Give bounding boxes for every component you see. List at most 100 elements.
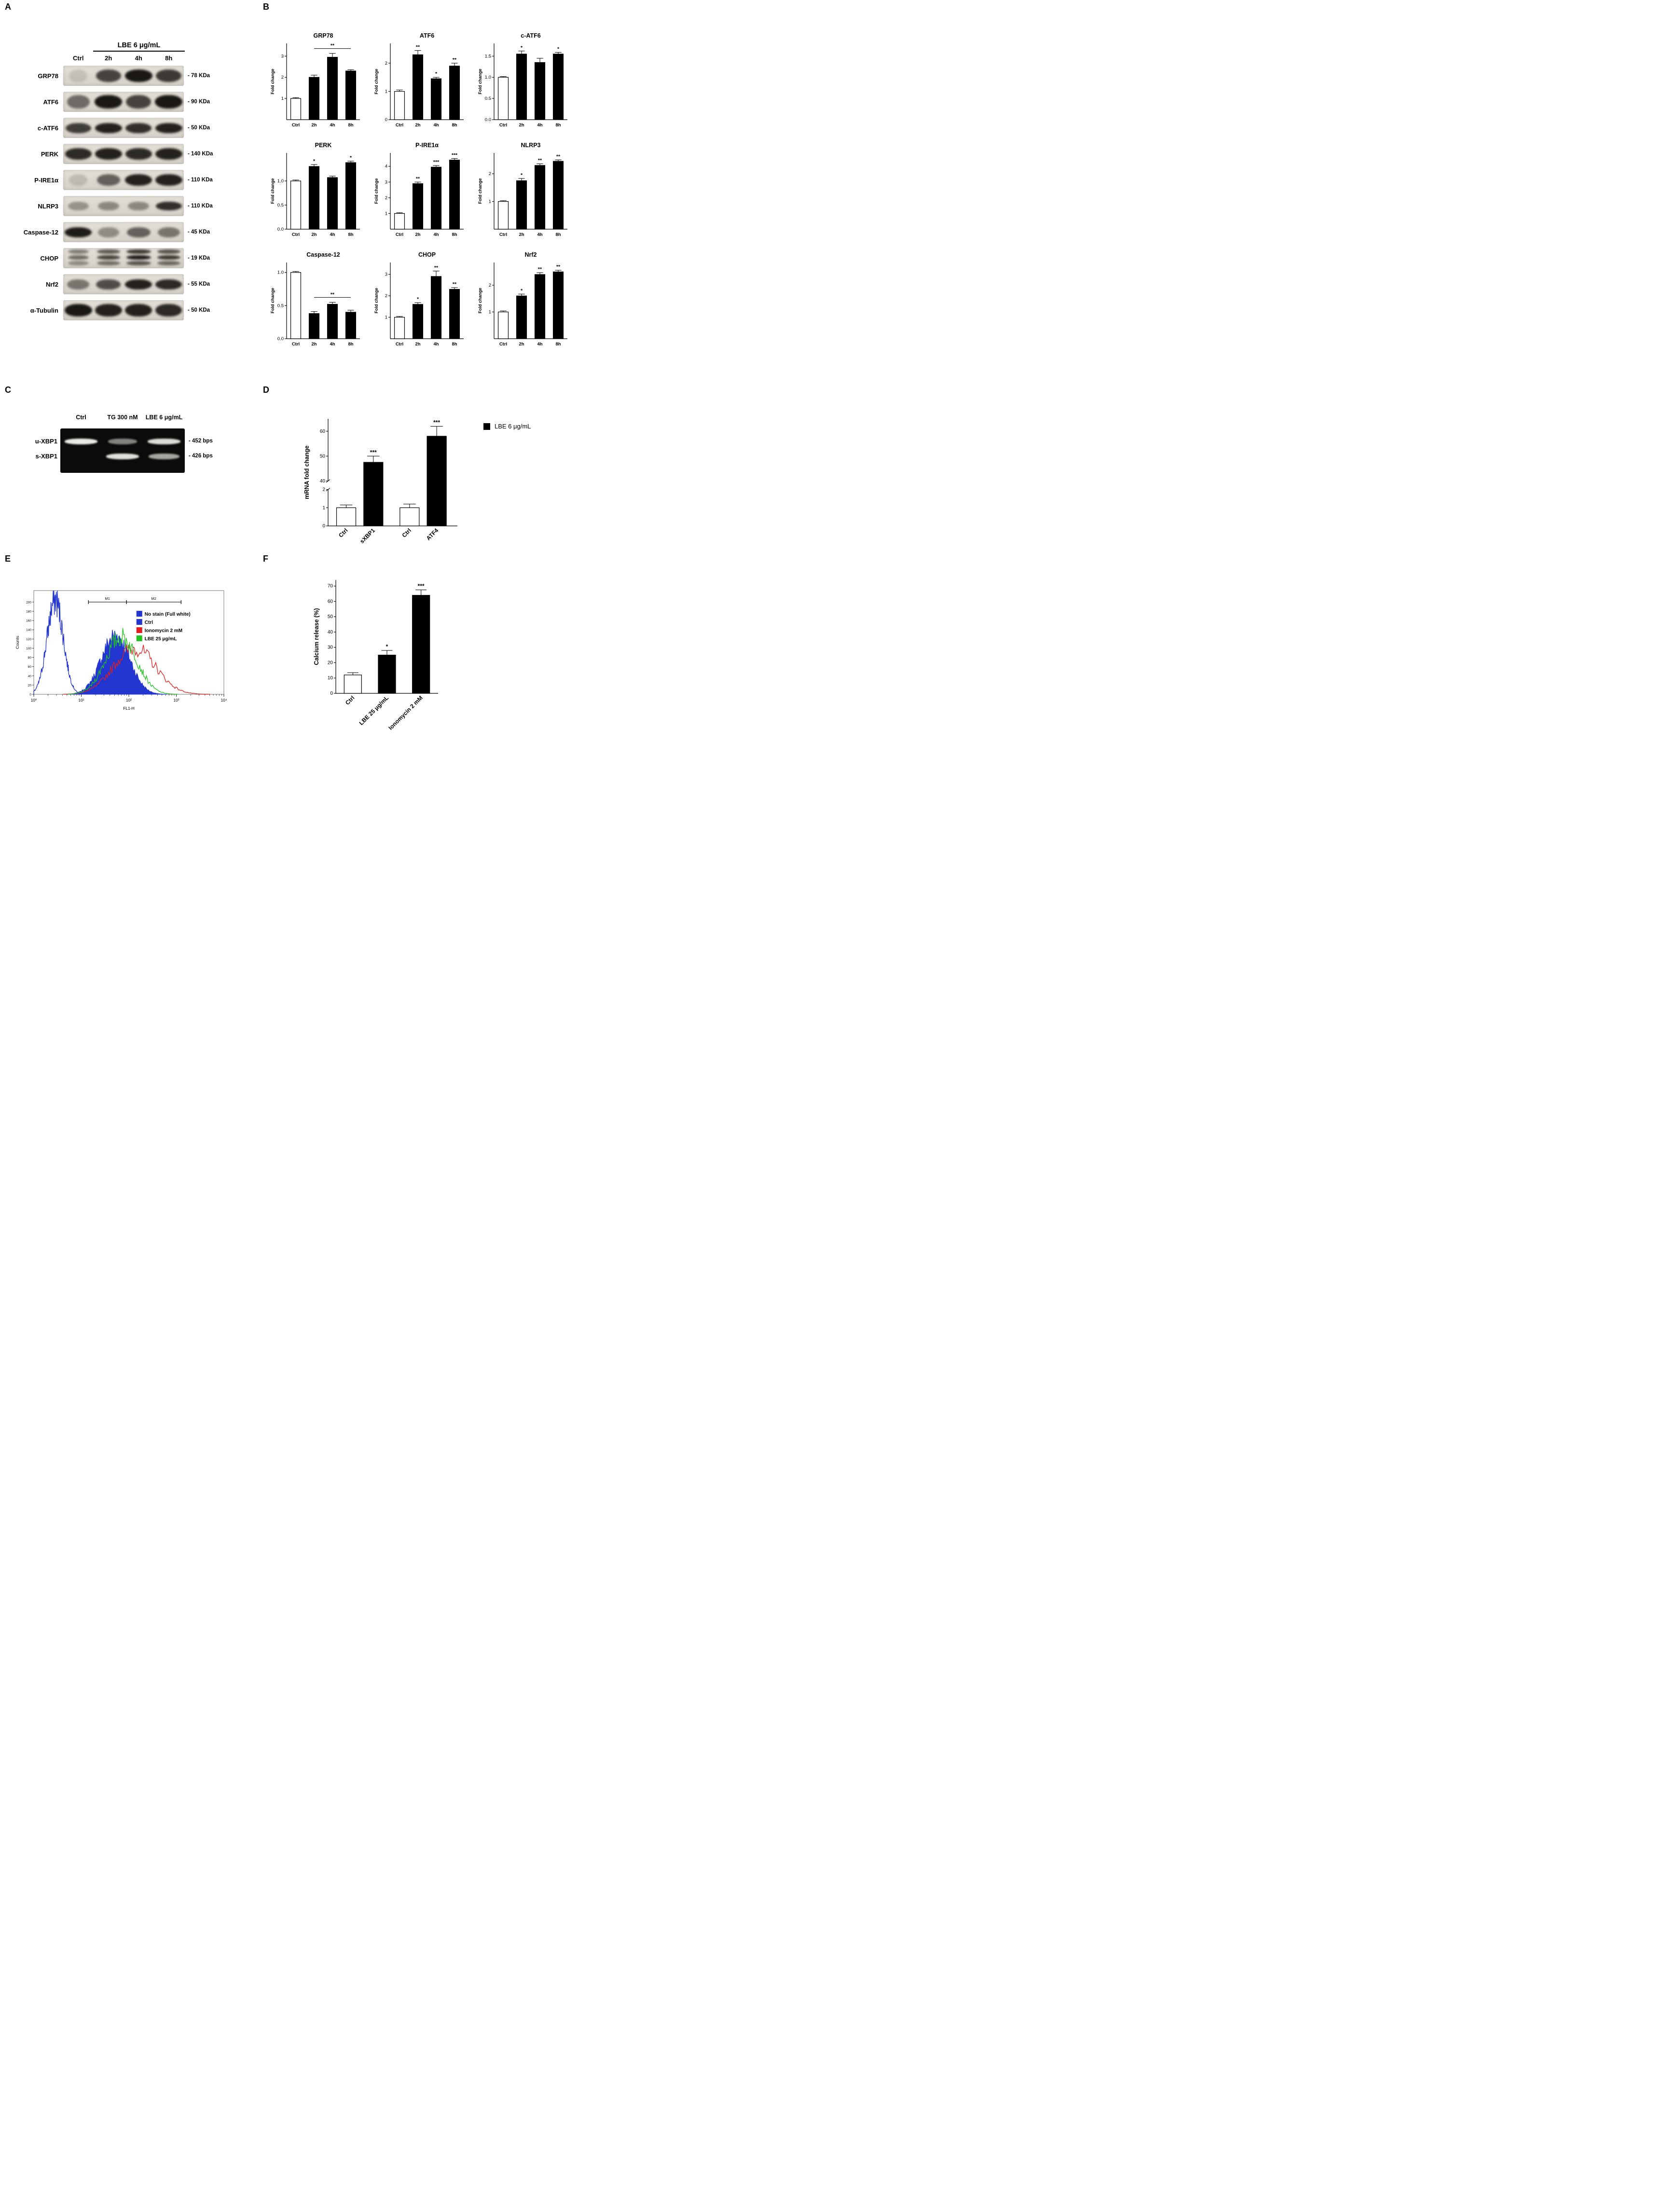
svg-text:8h: 8h (555, 342, 561, 347)
svg-text:Counts: Counts (15, 636, 20, 649)
bar-8h (345, 162, 357, 230)
svg-text:2: 2 (489, 171, 491, 177)
curve-No stain (Full white) (33, 590, 85, 695)
svg-text:50: 50 (328, 614, 333, 620)
protein-label: c-ATF6 (37, 124, 58, 132)
svg-text:***: *** (418, 583, 425, 590)
svg-text:*: * (350, 155, 352, 161)
curve-LBE 25 μg/mL (68, 628, 178, 695)
gel-lane-label: TG 300 nM (107, 414, 138, 421)
blot-strip (63, 300, 184, 320)
blot-band (67, 95, 90, 109)
blot-band (125, 303, 152, 317)
blot-row-α-Tubulin: α-Tubulin - 50 KDa (17, 300, 227, 320)
bar-Ctrl (290, 180, 302, 230)
svg-text:4h: 4h (537, 232, 542, 237)
bar-sXBP1 (363, 462, 384, 526)
blot-band (126, 261, 151, 266)
bar-2h (412, 183, 424, 230)
blot-band (125, 279, 152, 289)
svg-text:Ctrl: Ctrl (396, 123, 403, 128)
lbe-legend: LBE 6 μg/mL (483, 423, 531, 430)
svg-text:**: ** (556, 264, 561, 270)
svg-text:160: 160 (26, 620, 31, 623)
band-size-label: - 426 bps (189, 453, 213, 459)
svg-text:*: * (313, 158, 316, 164)
svg-text:Fold change: Fold change (478, 69, 482, 94)
svg-text:0.0: 0.0 (277, 336, 284, 342)
svg-text:**: ** (538, 157, 542, 163)
blot-band (125, 148, 152, 160)
blot-strip (63, 274, 184, 294)
P-IRE1α-svg: 1 2 3 4 P-IRE1α Fold change Ctrl ** 2h *** 4h *** 8h (374, 142, 464, 237)
svg-text:140: 140 (26, 629, 31, 632)
blot-band (124, 69, 152, 82)
svg-text:*: * (521, 45, 523, 51)
svg-text:Ctrl: Ctrl (292, 123, 300, 128)
svg-text:2h: 2h (311, 232, 317, 237)
bar-2h (516, 295, 527, 339)
xbp1-gel-panel: Ctrl TG 300 nM LBE 6 μg/mL u-XBP1 - 452 bps… (17, 414, 244, 473)
svg-text:3: 3 (385, 272, 387, 277)
svg-text:8h: 8h (348, 123, 353, 128)
svg-text:***: *** (370, 449, 377, 455)
bar-8h (449, 160, 460, 230)
blot-band (65, 148, 92, 160)
bar-2h (308, 166, 320, 230)
molecular-weight-label: - 45 KDa (188, 229, 210, 235)
figure-page: A B C D E F LBE 6 μg/mL Ctrl 2h 4h 8h GRP78… (0, 0, 579, 755)
lane-label: 4h (135, 55, 142, 62)
svg-text:0: 0 (322, 524, 325, 529)
blot-band (155, 123, 182, 133)
svg-text:**: ** (453, 57, 457, 63)
svg-text:2h: 2h (519, 342, 524, 347)
blot-band (65, 123, 91, 133)
treatment-header: LBE 6 μg/mL (93, 41, 185, 52)
chart-p-ire1a: 1 2 3 4 P-IRE1α Fold change Ctrl ** 2h *** 4h *** 8h (372, 140, 476, 243)
svg-text:2: 2 (489, 283, 491, 288)
svg-text:***: *** (433, 159, 440, 165)
svg-text:**: ** (416, 176, 420, 181)
svg-text:*: * (417, 296, 419, 302)
svg-text:*: * (557, 46, 560, 52)
bar-Ctrl (344, 675, 362, 694)
blot-band (155, 148, 182, 160)
svg-text:2h: 2h (415, 232, 420, 237)
svg-text:70: 70 (328, 584, 333, 589)
gel-band (108, 439, 138, 445)
svg-text:M1: M1 (105, 596, 110, 601)
svg-text:Ctrl: Ctrl (344, 694, 356, 706)
svg-text:1.0: 1.0 (277, 270, 284, 276)
gel-lane-label: LBE 6 μg/mL (145, 414, 183, 421)
svg-text:10²: 10² (126, 698, 132, 703)
svg-text:ATF6: ATF6 (420, 32, 434, 39)
lane-label: 2h (105, 55, 112, 62)
svg-text:sXBP1: sXBP1 (358, 527, 376, 545)
blot-band (126, 95, 151, 109)
blot-band (127, 227, 151, 237)
panel-label-c: C (5, 385, 11, 395)
svg-text:10³: 10³ (173, 698, 179, 703)
blot-band (155, 279, 182, 289)
bar-8h (345, 70, 357, 120)
bar-4h (534, 274, 546, 339)
bar-4h (430, 78, 442, 120)
curve-Ctrl (67, 630, 167, 695)
svg-text:60: 60 (28, 665, 32, 669)
bar-4h (430, 276, 442, 339)
blot-row-Caspase-12: Caspase-12 - 45 KDa (17, 222, 227, 242)
svg-text:Ctrl: Ctrl (396, 232, 403, 237)
blot-band (97, 261, 120, 266)
bar-4h (430, 166, 442, 230)
blot-band (68, 255, 89, 260)
blot-band (68, 261, 89, 266)
blot-row-PERK: PERK - 140 KDa (17, 144, 227, 164)
svg-text:PERK: PERK (315, 142, 332, 149)
svg-text:0.5: 0.5 (277, 303, 284, 308)
blot-band (68, 249, 89, 254)
svg-text:Fold change: Fold change (270, 69, 275, 94)
svg-text:10⁰: 10⁰ (31, 698, 37, 703)
blot-row-GRP78: GRP78 - 78 KDa (17, 66, 227, 86)
svg-text:FL1-H: FL1-H (123, 706, 135, 711)
xbp1-gel (60, 428, 185, 473)
